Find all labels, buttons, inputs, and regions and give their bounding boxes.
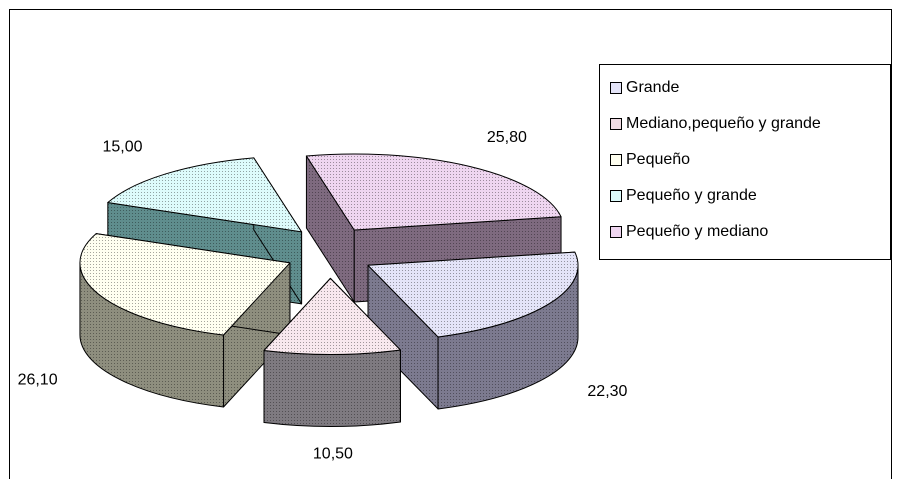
data-label-3: 26,10	[18, 371, 58, 388]
legend: Grande Mediano,pequeño y grande Pequeño Peq…	[599, 64, 891, 260]
data-label-1: 22,30	[587, 383, 627, 400]
legend-swatch-1	[610, 82, 622, 94]
legend-item-5: Pequeño y mediano	[610, 221, 768, 243]
pie-slice-2	[263, 277, 401, 427]
legend-item-2: Mediano,pequeño y grande	[610, 113, 821, 135]
legend-label-5: Pequeño y mediano	[626, 223, 769, 240]
slice-5-wall-start-hatch	[306, 155, 355, 302]
legend-swatch-4	[610, 190, 622, 202]
legend-label-3: Pequeño	[626, 151, 691, 168]
legend-item-4: Pequeño y grande	[610, 185, 757, 207]
pie-slice-3	[79, 233, 291, 408]
data-label-5: 25,80	[487, 129, 527, 146]
legend-swatch-5	[610, 226, 622, 238]
legend-swatch-2	[610, 118, 622, 130]
slice-2-top-hatch	[263, 278, 401, 355]
slice-5-top-hatch	[306, 153, 562, 230]
slice-1-wall-end-hatch	[368, 265, 439, 409]
legend-label-4: Pequeño y grande	[626, 187, 757, 204]
legend-swatch-3	[610, 154, 622, 166]
legend-item-1: Grande	[610, 77, 679, 99]
slice-3-side-hatch	[79, 262, 224, 408]
slice-3-top-hatch	[79, 233, 290, 336]
slice-1-top-hatch	[368, 252, 579, 337]
slice-4-top-hatch	[107, 157, 302, 232]
legend-label-1: Grande	[626, 79, 680, 96]
slice-2-side-hatch	[263, 350, 401, 427]
chart-border	[9, 9, 892, 479]
data-label-2: 10,50	[313, 446, 353, 463]
pie-slice-1	[367, 251, 579, 410]
legend-label-2: Mediano,pequeño y grande	[626, 115, 821, 132]
legend-item-3: Pequeño	[610, 149, 690, 171]
slice-1-side-hatch	[438, 265, 579, 409]
data-label-4: 15,00	[102, 138, 142, 155]
